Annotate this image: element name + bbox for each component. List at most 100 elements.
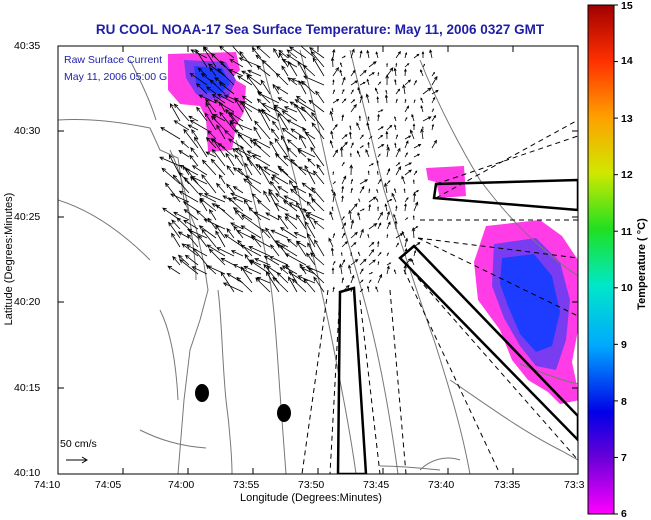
current-vector: [270, 229, 289, 239]
current-vector: [183, 128, 199, 149]
current-vector: [377, 81, 382, 86]
current-vector: [279, 168, 298, 185]
current-vector: [393, 213, 397, 221]
current-vector: [349, 164, 354, 176]
current-vector: [359, 268, 364, 275]
scale-label: 50 cm/s: [60, 438, 97, 450]
colorbar-tick-label: 6: [621, 508, 627, 520]
current-vector: [367, 170, 370, 176]
current-vector: [168, 221, 181, 239]
current-vector: [330, 56, 335, 68]
current-vector: [306, 232, 316, 248]
current-vector: [256, 65, 271, 77]
current-vector: [237, 75, 253, 86]
current-vector: [302, 64, 316, 77]
current-vector: [295, 214, 307, 230]
current-vector: [368, 272, 374, 275]
current-vector: [207, 63, 226, 77]
x-axis-label: Longitude (Degrees:Minutes): [240, 492, 382, 504]
current-vector: [332, 149, 339, 158]
current-vector: [226, 227, 235, 239]
current-vector: [384, 203, 388, 212]
current-vector: [279, 226, 298, 239]
current-vector: [189, 176, 208, 194]
current-vector: [404, 117, 408, 122]
current-vector: [404, 237, 409, 248]
current-vector: [376, 188, 379, 194]
current-vector: [245, 175, 262, 185]
current-vector: [359, 279, 364, 284]
current-vector: [232, 207, 253, 221]
current-vector: [339, 69, 343, 77]
current-vector: [431, 89, 439, 95]
x-tick-label: 73:45: [363, 479, 390, 491]
current-vector: [232, 148, 244, 158]
current-vector: [230, 250, 244, 257]
current-vector: [395, 242, 399, 248]
current-vector: [246, 155, 262, 176]
current-vector: [341, 277, 344, 284]
current-vector: [281, 65, 289, 77]
current-vector: [431, 139, 437, 149]
current-vector: [255, 163, 271, 176]
current-vector: [422, 126, 424, 131]
current-vector: [161, 167, 181, 185]
current-vector: [350, 178, 353, 185]
current-vector: [377, 206, 379, 212]
current-vector: [173, 103, 190, 122]
current-vector: [385, 74, 389, 86]
current-vector: [296, 148, 316, 158]
current-vector: [413, 153, 421, 158]
current-vector: [243, 265, 262, 275]
current-vector: [219, 60, 235, 77]
current-vector: [377, 240, 380, 248]
current-vector: [404, 79, 412, 86]
current-vector: [386, 67, 394, 77]
y-tick-label: 40:20: [14, 296, 41, 308]
current-vector: [412, 123, 416, 130]
y-tick-label: 40:35: [14, 40, 41, 52]
current-vector: [299, 134, 307, 149]
current-vector: [341, 141, 348, 149]
current-vector: [332, 191, 336, 203]
current-vector: [286, 147, 298, 158]
current-vector: [255, 277, 271, 293]
current-vector: [248, 246, 271, 257]
current-vector: [348, 209, 352, 221]
current-vector: [350, 259, 359, 266]
current-vector: [203, 193, 226, 203]
current-vector: [191, 129, 199, 140]
current-vector: [271, 174, 289, 185]
current-vector: [386, 180, 391, 185]
colorbar-label: Temperature ( °C): [636, 218, 648, 310]
current-vector: [412, 192, 417, 203]
coastline-contours: [58, 49, 578, 474]
current-vector: [178, 149, 190, 158]
current-vector: [386, 198, 393, 203]
current-vector: [305, 265, 325, 275]
current-vector: [314, 239, 325, 257]
current-vector: [160, 127, 181, 140]
current-vector: [281, 127, 298, 140]
current-vector: [311, 198, 325, 212]
current-vector: [386, 210, 391, 221]
current-vector: [220, 271, 235, 293]
current-vector: [431, 71, 436, 77]
current-vector: [216, 247, 235, 257]
current-vector: [172, 255, 181, 266]
current-vector: [308, 47, 325, 59]
current-vector: [348, 131, 352, 140]
current-vector: [332, 286, 335, 293]
y-tick-label: 40:15: [14, 382, 41, 394]
current-vector: [349, 152, 352, 158]
current-vector: [331, 107, 334, 113]
current-vector: [168, 154, 181, 176]
current-vector: [422, 87, 432, 95]
current-vector: [395, 147, 401, 158]
current-vector: [268, 188, 280, 203]
current-vector: [297, 60, 307, 77]
current-vector: [386, 144, 389, 149]
current-vector: [280, 135, 289, 149]
current-vector: [386, 233, 389, 239]
current-vector: [187, 124, 199, 131]
